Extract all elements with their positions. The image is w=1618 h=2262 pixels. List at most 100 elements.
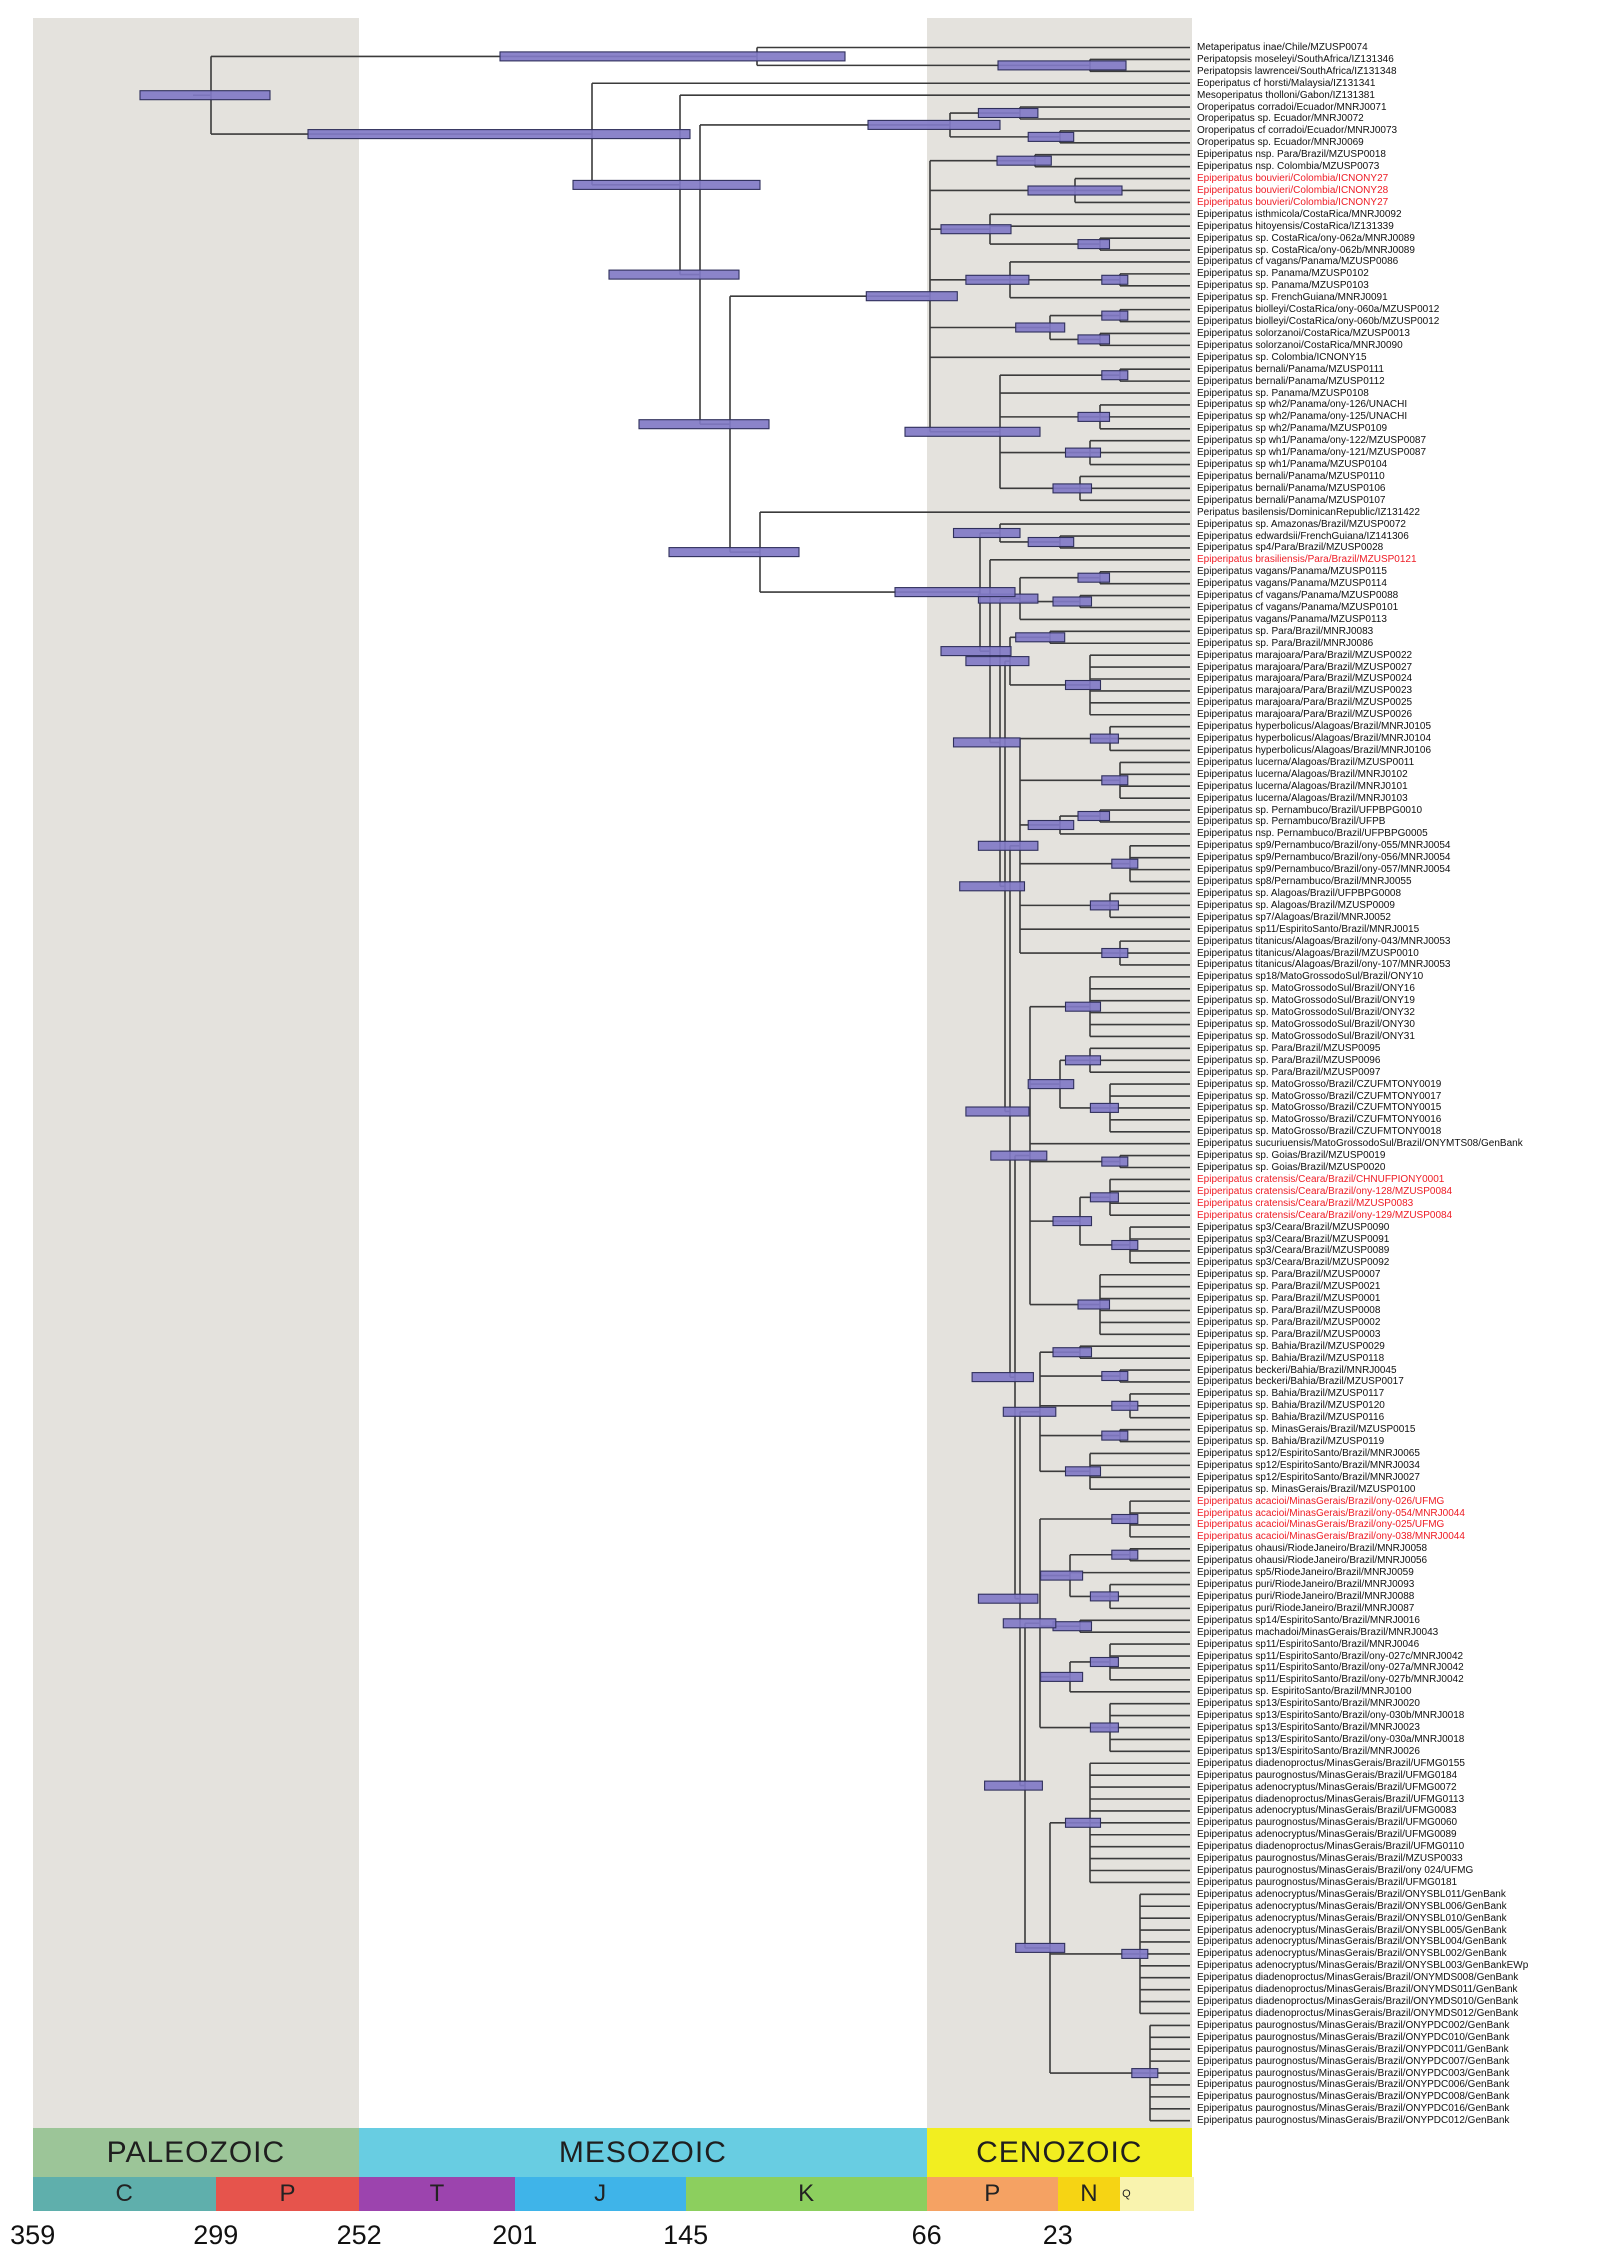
- hpd-bar: [1111, 858, 1139, 869]
- tip-label: Epiperipatus sp9/Pernambuco/Brazil/ony-0…: [1197, 840, 1451, 852]
- tip-label: Epiperipatus solorzanoi/CostaRica/MZUSP0…: [1197, 327, 1410, 339]
- hpd-bar: [990, 1150, 1048, 1161]
- hpd-bar: [865, 291, 958, 302]
- tip-label: Epiperipatus lucerna/Alagoas/Brazil/MNRJ…: [1197, 792, 1408, 804]
- tip-label: Epiperipatus titanicus/Alagoas/Brazil/MZ…: [1197, 947, 1419, 959]
- tip-label: Epiperipatus sp. Alagoas/Brazil/MZUSP000…: [1197, 899, 1395, 911]
- tip-label: Peripatus basilensis/DominicanRepublic/I…: [1197, 506, 1420, 518]
- tip-label: Epiperipatus sp. EspiritoSanto/Brazil/MN…: [1197, 1686, 1412, 1698]
- tip-label: Mesoperipatus tholloni/Gabon/IZ131381: [1197, 89, 1375, 101]
- tip-label: Epiperipatus ohausi/RiodeJaneiro/Brazil/…: [1197, 1555, 1428, 1567]
- hpd-bar: [1064, 1817, 1102, 1828]
- hpd-bar: [984, 1780, 1043, 1791]
- hpd-bar: [1064, 447, 1102, 458]
- tip-label: Epiperipatus bernali/Panama/MZUSP0112: [1197, 375, 1385, 387]
- tip-label: Epiperipatus sp. Para/Brazil/MZUSP0007: [1197, 1269, 1381, 1281]
- hpd-bar: [1101, 1156, 1129, 1167]
- tip-label: Epiperipatus sp. Para/Brazil/MZUSP0002: [1197, 1316, 1381, 1328]
- hpd-bar: [1101, 1370, 1129, 1382]
- hpd-bar: [894, 587, 1016, 598]
- tip-label: Epiperipatus sp. CostaRica/ony-062a/MNRJ…: [1197, 232, 1415, 244]
- tip-label: Epiperipatus isthmicola/CostaRica/MNRJ00…: [1197, 208, 1402, 220]
- tip-label: Epiperipatus beckeri/Bahia/Brazil/MNRJ00…: [1197, 1364, 1397, 1376]
- period-segment: Q: [1120, 2177, 1194, 2211]
- tip-label: Epiperipatus sp. Bahia/Brazil/MZUSP0120: [1197, 1400, 1385, 1412]
- tip-label: Epiperipatus paurognostus/MinasGerais/Br…: [1197, 1769, 1458, 1781]
- hpd-bar: [1089, 1722, 1119, 1733]
- hpd-bar: [965, 274, 1030, 285]
- hpd-bar: [977, 840, 1039, 851]
- tip-label: Epiperipatus beckeri/Bahia/Brazil/MZUSP0…: [1197, 1376, 1404, 1388]
- hpd-bar: [1002, 1406, 1057, 1417]
- tip-label: Epiperipatus sp. MinasGerais/Brazil/MZUS…: [1197, 1483, 1416, 1495]
- tip-label: Epiperipatus sp11/EspiritoSanto/Brazil/M…: [1197, 1638, 1420, 1650]
- tip-label: Epiperipatus adenocryptus/MinasGerais/Br…: [1197, 1888, 1506, 1900]
- tip-label: Epiperipatus sp. Para/Brazil/MZUSP0003: [1197, 1328, 1381, 1340]
- tip-label: Epiperipatus sp wh2/Panama/MZUSP0109: [1197, 423, 1388, 435]
- hpd-bar: [996, 155, 1052, 166]
- tip-label: Epiperipatus sp. Para/Brazil/MZUSP0001: [1197, 1293, 1381, 1305]
- hpd-bar: [1101, 775, 1129, 786]
- tip-label: Epiperipatus nsp. Colombia/MZUSP0073: [1197, 161, 1380, 173]
- hpd-bar: [1027, 185, 1123, 196]
- tip-label: Epiperipatus nsp. Pernambuco/Brazil/UFPB…: [1197, 828, 1428, 840]
- hpd-bar: [668, 547, 800, 558]
- hpd-bar: [1027, 819, 1075, 831]
- hpd-bar: [307, 129, 691, 140]
- tip-label: Oroperipatus corradoi/Ecuador/MNRJ0071: [1197, 101, 1387, 113]
- tip-label: Epiperipatus adenocryptus/MinasGerais/Br…: [1197, 1900, 1507, 1912]
- hpd-bar: [959, 881, 1026, 892]
- tip-label: Epiperipatus sp. Pernambuco/Brazil/UFPBP…: [1197, 804, 1423, 816]
- tip-label: Epiperipatus bernali/Panama/MZUSP0107: [1197, 494, 1386, 506]
- hpd-bar: [867, 119, 1001, 130]
- tip-label: Epiperipatus sp13/EspiritoSanto/Brazil/M…: [1197, 1722, 1420, 1733]
- tip-label: Epiperipatus sp. Bahia/Brazil/MZUSP0117: [1197, 1388, 1385, 1400]
- hpd-bar: [1089, 1591, 1119, 1602]
- tip-label: Epiperipatus sp14/EspiritoSanto/Brazil/M…: [1197, 1614, 1420, 1626]
- tip-label: Oroperipatus sp. Ecuador/MNRJ0069: [1197, 137, 1364, 149]
- tip-label: Epiperipatus paurognostus/MinasGerais/Br…: [1197, 2079, 1510, 2091]
- tip-label: Epiperipatus diadenoproctus/MinasGerais/…: [1197, 1841, 1465, 1853]
- hpd-bar: [1077, 572, 1111, 583]
- axis-tick-label: 299: [193, 2220, 239, 2250]
- hpd-bar: [1077, 1299, 1111, 1310]
- hpd-bar: [1121, 1948, 1149, 1959]
- tip-label: Epiperipatus acacioi/MinasGerais/Brazil/…: [1197, 1507, 1465, 1519]
- tip-label: Epiperipatus marajoara/Para/Brazil/MZUSP…: [1197, 697, 1413, 709]
- tip-label: Epiperipatus sp. MatoGrossodoSul/Brazil/…: [1197, 983, 1415, 995]
- tip-label: Epiperipatus paurognostus/MinasGerais/Br…: [1197, 1876, 1458, 1888]
- tip-label: Epiperipatus marajoara/Para/Brazil/MZUSP…: [1197, 673, 1413, 685]
- tip-label: Epiperipatus sp12/EspiritoSanto/Brazil/M…: [1197, 1459, 1420, 1471]
- tip-label: Epiperipatus adenocryptus/MinasGerais/Br…: [1197, 1936, 1507, 1948]
- tip-label: Peripatopsis lawrencei/SouthAfrica/IZ131…: [1197, 65, 1397, 77]
- hpd-bar: [1101, 947, 1129, 959]
- hpd-bar: [940, 646, 1012, 657]
- tip-label: Epiperipatus acacioi/MinasGerais/Brazil/…: [1197, 1495, 1445, 1507]
- tip-label: Epiperipatus sp. FrenchGuiana/MNRJ0091: [1197, 292, 1388, 304]
- hpd-bar: [977, 107, 1039, 119]
- tip-label: Epiperipatus adenocryptus/MinasGerais/Br…: [1197, 1948, 1507, 1960]
- tip-label: Epiperipatus sp. Bahia/Brazil/MZUSP0118: [1197, 1352, 1385, 1364]
- tip-label: Epiperipatus cratensis/Ceara/Brazil/ony-…: [1197, 1185, 1453, 1197]
- tip-label: Epiperipatus paurognostus/MinasGerais/Br…: [1197, 2055, 1510, 2067]
- period-segment: T: [359, 2177, 515, 2211]
- tip-label: Epiperipatus sp12/EspiritoSanto/Brazil/M…: [1197, 1447, 1420, 1459]
- tip-label: Epiperipatus sp3/Ceara/Brazil/MZUSP0089: [1197, 1245, 1390, 1257]
- tip-label: Epiperipatus sp. Para/Brazil/MNRJ0083: [1197, 625, 1374, 637]
- tip-label: Epiperipatus marajoara/Para/Brazil/MZUSP…: [1197, 685, 1413, 697]
- tip-label: Epiperipatus bouvieri/Colombia/ICNONY28: [1197, 184, 1389, 196]
- tip-label: Epiperipatus cratensis/Ceara/Brazil/CHNU…: [1197, 1173, 1445, 1185]
- tip-label: Epiperipatus sp3/Ceara/Brazil/MZUSP0090: [1197, 1221, 1390, 1233]
- hpd-bar: [1015, 632, 1066, 643]
- tip-label: Epiperipatus sp7/Alagoas/Brazil/MNRJ0052: [1197, 911, 1391, 923]
- tip-label: Epiperipatus sucuriuensis/MatoGrossodoSu…: [1197, 1138, 1523, 1150]
- tip-label: Metaperipatus inae/Chile/MZUSP0074: [1197, 42, 1368, 53]
- period-segment: K: [685, 2177, 927, 2211]
- hpd-bar: [952, 527, 1021, 539]
- tip-label: Epiperipatus marajoara/Para/Brazil/MZUSP…: [1197, 649, 1413, 661]
- tip-label: Epiperipatus adenocryptus/MinasGerais/Br…: [1197, 1829, 1457, 1841]
- tip-label: Epiperipatus machadoi/MinasGerais/Brazil…: [1197, 1626, 1439, 1638]
- tip-label: Epiperipatus sp. Colombia/ICNONY15: [1197, 351, 1367, 363]
- tip-label: Epiperipatus marajoara/Para/Brazil/MZUSP…: [1197, 709, 1413, 721]
- hpd-bar: [1027, 131, 1075, 142]
